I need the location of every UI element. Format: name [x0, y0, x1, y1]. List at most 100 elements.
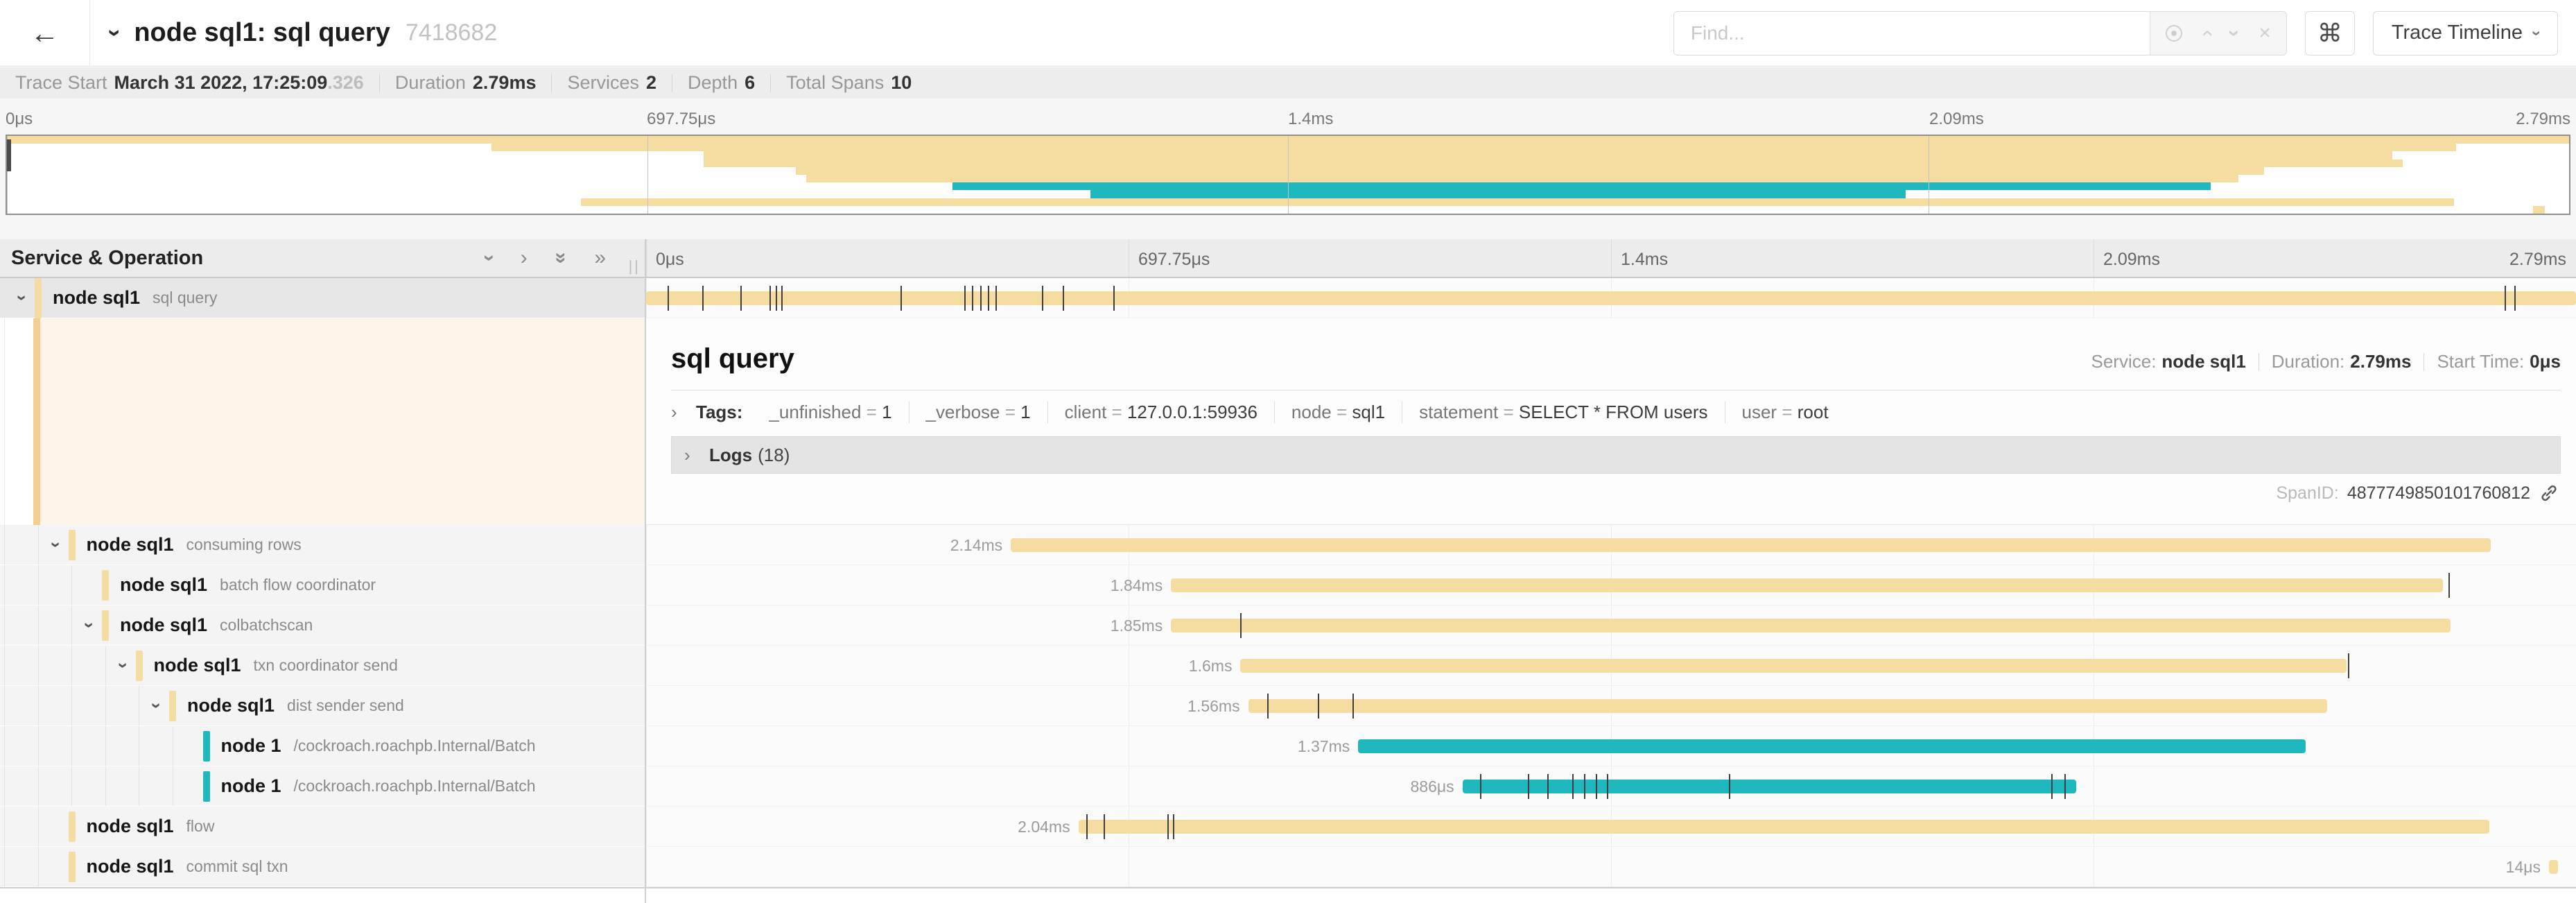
back-button[interactable]: ←	[0, 0, 90, 66]
span-bar[interactable]	[1171, 619, 2451, 633]
indent-guide	[37, 726, 39, 766]
trace-stats-bar: Trace Start March 31 2022, 17:25:09 .326…	[0, 67, 2576, 98]
indent-guide	[37, 807, 39, 846]
column-resize-grip[interactable]: ||	[628, 257, 641, 275]
tag-key: statement	[1419, 401, 1499, 422]
axis-tick-label: 1.4ms	[1621, 250, 1669, 269]
timeline-row[interactable]: 886μs	[646, 766, 2576, 807]
timeline-row[interactable]: 1.85ms	[646, 605, 2576, 646]
expand-one-icon[interactable]: ›	[520, 246, 528, 269]
row-chevron-down-icon[interactable]: ›	[46, 542, 67, 548]
tag-value: SELECT * FROM users	[1518, 401, 1708, 422]
tree-row[interactable]: › node sql1 txn coordinator send	[0, 646, 645, 686]
tag-pill[interactable]: user = root	[1724, 401, 1845, 423]
tag-pill[interactable]: statement = SELECT * FROM users	[1402, 401, 1724, 423]
timeline-row[interactable]: 14μs	[646, 847, 2576, 887]
tree-row[interactable]: node sql1 flow	[0, 807, 645, 847]
tags-toggle-row[interactable]: › Tags: _unfinished = 1 _verbose = 1 clien…	[671, 390, 2561, 433]
timeline-row[interactable]: 2.04ms	[646, 807, 2576, 847]
span-bar[interactable]	[646, 291, 2576, 305]
span-bar[interactable]	[2549, 860, 2558, 874]
tag-key: _unfinished	[769, 401, 862, 422]
locate-icon[interactable]	[2166, 24, 2183, 42]
tag-pill[interactable]: _verbose = 1	[908, 401, 1047, 423]
span-duration-label: 2.14ms	[950, 536, 1003, 554]
tag-equals: =	[1331, 401, 1352, 422]
indent-guide	[71, 726, 72, 766]
span-color-bar	[102, 569, 109, 601]
tree-row[interactable]: node sql1 commit sql txn	[0, 847, 645, 887]
minimap-row	[7, 198, 2569, 206]
tag-value: 1	[882, 401, 892, 422]
row-chevron-down-icon[interactable]: ›	[79, 622, 101, 628]
tree-row[interactable]: › node sql1 sql query	[0, 277, 645, 318]
log-tick	[702, 286, 704, 311]
expand-all-icon[interactable]: »	[594, 246, 606, 269]
tree-row[interactable]: › node sql1 dist sender send	[0, 686, 645, 726]
timeline-row[interactable]	[646, 278, 2576, 318]
tag-equals: =	[861, 401, 882, 422]
log-tick	[1041, 286, 1043, 311]
timeline-row[interactable]: 1.84ms	[646, 565, 2576, 605]
page-header: ← › node sql1: sql query 7418682 › › × ⌘…	[0, 0, 2576, 67]
span-bar[interactable]	[1078, 820, 2489, 834]
indent-guide	[37, 766, 39, 806]
tree-row[interactable]: node sql1 batch flow coordinator	[0, 565, 645, 605]
selected-span-row-detail-left[interactable]	[0, 318, 645, 525]
tree-row[interactable]: node 1/cockroach.roachpb.Internal/Batch	[0, 766, 645, 807]
minimap-axis: 0μs 697.75μs 1.4ms 2.09ms 2.79ms	[6, 98, 2570, 133]
row-chevron-down-icon[interactable]: ›	[12, 295, 33, 301]
span-bar[interactable]	[1171, 578, 2443, 592]
tag-pill[interactable]: node = sql1	[1273, 401, 1402, 423]
tag-pill[interactable]: client = 127.0.0.1:59936	[1047, 401, 1274, 423]
minimap-canvas[interactable]	[6, 135, 2570, 215]
collapse-all-icon[interactable]: »	[549, 252, 573, 264]
tag-pill[interactable]: _unfinished = 1	[752, 402, 908, 423]
span-bar[interactable]	[1462, 780, 2076, 793]
log-tick	[1240, 613, 1242, 638]
row-chevron-down-icon[interactable]: ›	[113, 662, 134, 669]
span-color-bar	[102, 610, 109, 641]
span-bar[interactable]	[1240, 659, 2347, 673]
find-input[interactable]	[1673, 11, 2150, 55]
span-service-name: node sql1	[187, 695, 275, 716]
minimap-drag-handle[interactable]	[7, 139, 11, 171]
title-chevron-down-icon[interactable]: ›	[102, 28, 129, 37]
next-match-chevron-down-icon[interactable]: ›	[2223, 29, 2247, 37]
collapse-one-icon[interactable]: ›	[478, 255, 501, 261]
prev-match-chevron-up-icon[interactable]: ›	[2195, 29, 2218, 37]
tree-row[interactable]: node 1/cockroach.roachpb.Internal/Batch	[0, 726, 645, 766]
minimap-row	[7, 151, 2569, 160]
timeline-row[interactable]: 1.56ms	[646, 686, 2576, 726]
panel-splitter[interactable]	[645, 239, 646, 903]
log-tick	[980, 286, 982, 311]
span-duration-label: 1.84ms	[1110, 576, 1163, 594]
span-service-name: node sql1	[120, 614, 208, 635]
timeline-row[interactable]: 1.37ms	[646, 726, 2576, 766]
tree-row[interactable]: › node sql1 consuming rows	[0, 525, 645, 565]
span-bar[interactable]	[1358, 739, 2306, 753]
command-icon: ⌘	[2317, 18, 2342, 47]
log-tick	[1063, 286, 1065, 311]
trace-title-wrap: › node sql1: sql query 7418682	[102, 18, 1673, 48]
span-bar[interactable]	[1011, 538, 2491, 552]
keyboard-shortcuts-button[interactable]: ⌘	[2304, 10, 2355, 55]
timeline-row[interactable]: 2.14ms	[646, 525, 2576, 565]
tag-value: sql1	[1352, 401, 1386, 422]
span-bar[interactable]	[1248, 699, 2327, 713]
indent-guide	[37, 565, 39, 605]
view-selector-button[interactable]: Trace Timeline ›	[2372, 10, 2558, 55]
row-chevron-down-icon[interactable]: ›	[146, 703, 168, 709]
span-link-icon[interactable]	[2539, 483, 2559, 504]
logs-toggle-row[interactable]: › Logs (18)	[671, 436, 2561, 474]
log-tick	[900, 286, 903, 311]
timeline-row[interactable]: 1.6ms	[646, 646, 2576, 686]
log-tick	[995, 286, 997, 311]
log-tick	[1173, 814, 1175, 839]
clear-search-icon[interactable]: ×	[2259, 21, 2271, 44]
span-operation-name: flow	[186, 817, 215, 835]
indent-guide	[4, 565, 5, 605]
minimap-row	[7, 182, 2569, 191]
tree-row[interactable]: › node sql1 colbatchscan	[0, 605, 645, 646]
span-duration-label: 1.37ms	[1297, 737, 1350, 755]
